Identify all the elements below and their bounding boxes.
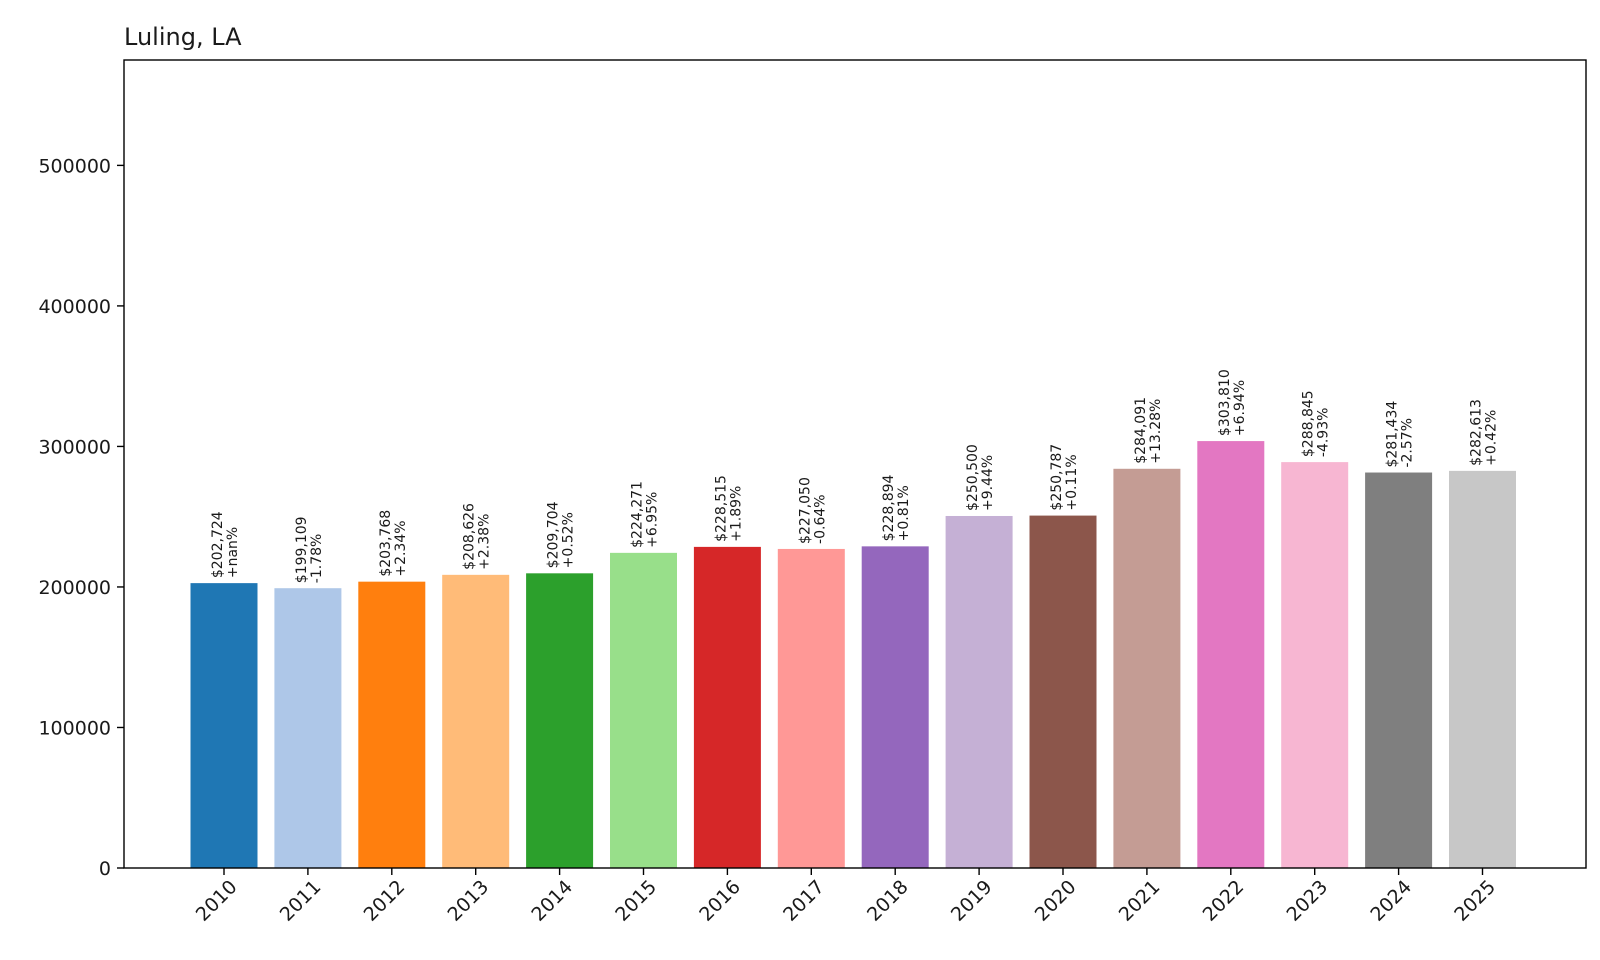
value-label-2023: $288,845: [1301, 390, 1317, 457]
value-label-2010: $202,724: [210, 511, 226, 578]
x-tick-label-2010: 2010: [192, 876, 242, 926]
change-label-2012: +2.34%: [393, 520, 409, 576]
bar-2023: [1281, 462, 1349, 868]
bar-2018: [861, 546, 929, 868]
value-label-2024: $281,434: [1385, 401, 1401, 468]
y-tick-label-100000: 100000: [38, 717, 111, 739]
change-label-2021: +13.28%: [1148, 399, 1164, 464]
x-tick-label-2016: 2016: [695, 876, 745, 926]
bar-2022: [1197, 441, 1265, 868]
change-label-2023: -4.93%: [1316, 408, 1332, 458]
value-label-2011: $199,109: [294, 516, 310, 583]
value-label-2016: $228,515: [713, 475, 729, 542]
value-label-2017: $227,050: [797, 477, 813, 544]
change-label-2010: +nan%: [225, 527, 241, 578]
bar-2016: [693, 546, 761, 868]
plot-frame: [123, 59, 1587, 869]
y-axis: 0 100000 200000 300000 400000 500000: [38, 155, 124, 880]
y-tick-label-0: 0: [99, 858, 111, 880]
x-tick-label-2011: 2011: [276, 876, 326, 926]
value-label-2021: $284,091: [1133, 397, 1149, 464]
change-label-2022: +6.94%: [1232, 380, 1248, 436]
y-tick-label-400000: 400000: [38, 296, 111, 318]
change-label-2015: +6.95%: [645, 492, 661, 548]
x-tick-label-2017: 2017: [779, 876, 829, 926]
value-label-2015: $224,271: [630, 481, 646, 548]
x-tick-label-2015: 2015: [611, 876, 661, 926]
x-tick-label-2018: 2018: [863, 876, 913, 926]
change-label-2020: +0.11%: [1064, 454, 1080, 510]
x-tick-label-2024: 2024: [1366, 876, 1416, 926]
x-axis: 2010 2011 2012 2013 2014 2015 2016 2017 2018 2019…: [192, 868, 1500, 926]
x-tick-label-2023: 2023: [1282, 876, 1332, 926]
bar-2010: [190, 583, 258, 868]
bar-2017: [777, 548, 845, 868]
value-label-2022: $303,810: [1217, 369, 1233, 436]
change-label-2025: +0.42%: [1484, 410, 1500, 466]
change-label-2014: +0.52%: [561, 512, 577, 568]
x-tick-label-2019: 2019: [947, 876, 997, 926]
bar-2024: [1365, 472, 1433, 868]
change-label-2017: -0.64%: [812, 494, 828, 544]
bar-2013: [442, 574, 510, 868]
x-tick-label-2025: 2025: [1450, 876, 1500, 926]
value-label-2013: $208,626: [462, 503, 478, 570]
bar-2014: [526, 573, 594, 868]
x-tick-label-2021: 2021: [1115, 876, 1165, 926]
x-tick-label-2022: 2022: [1199, 876, 1249, 926]
x-tick-label-2014: 2014: [527, 876, 577, 926]
bar-2012: [358, 581, 426, 868]
x-tick-label-2012: 2012: [360, 876, 410, 926]
bar-2020: [1029, 515, 1097, 868]
bar-2015: [610, 552, 677, 868]
y-tick-label-500000: 500000: [38, 155, 111, 177]
y-tick-label-300000: 300000: [38, 436, 111, 458]
bar-2019: [945, 515, 1013, 868]
x-tick-label-2020: 2020: [1031, 876, 1081, 926]
value-label-2018: $228,894: [881, 474, 897, 541]
x-tick-label-2013: 2013: [443, 876, 493, 926]
change-label-2013: +2.38%: [477, 514, 493, 570]
chart-title: Luling, LA: [124, 23, 242, 51]
change-label-2011: -1.78%: [309, 534, 325, 584]
change-label-2024: -2.57%: [1400, 418, 1416, 468]
value-label-2019: $250,500: [965, 444, 981, 511]
value-label-2025: $282,613: [1469, 399, 1485, 466]
bar-2021: [1113, 468, 1181, 868]
value-label-2020: $250,787: [1049, 444, 1065, 511]
change-label-2018: +0.81%: [896, 485, 912, 541]
value-label-2014: $209,704: [546, 501, 562, 568]
y-tick-label-200000: 200000: [38, 577, 111, 599]
bars-group: [190, 441, 1516, 868]
change-label-2016: +1.89%: [728, 486, 744, 542]
value-label-2012: $203,768: [378, 510, 394, 577]
change-label-2019: +9.44%: [980, 455, 996, 511]
data-labels-group: $202,724 +nan% $199,109 -1.78% $203,768 +2.34…: [210, 369, 1500, 583]
bar-2011: [274, 588, 342, 868]
bar-2025: [1449, 470, 1516, 868]
